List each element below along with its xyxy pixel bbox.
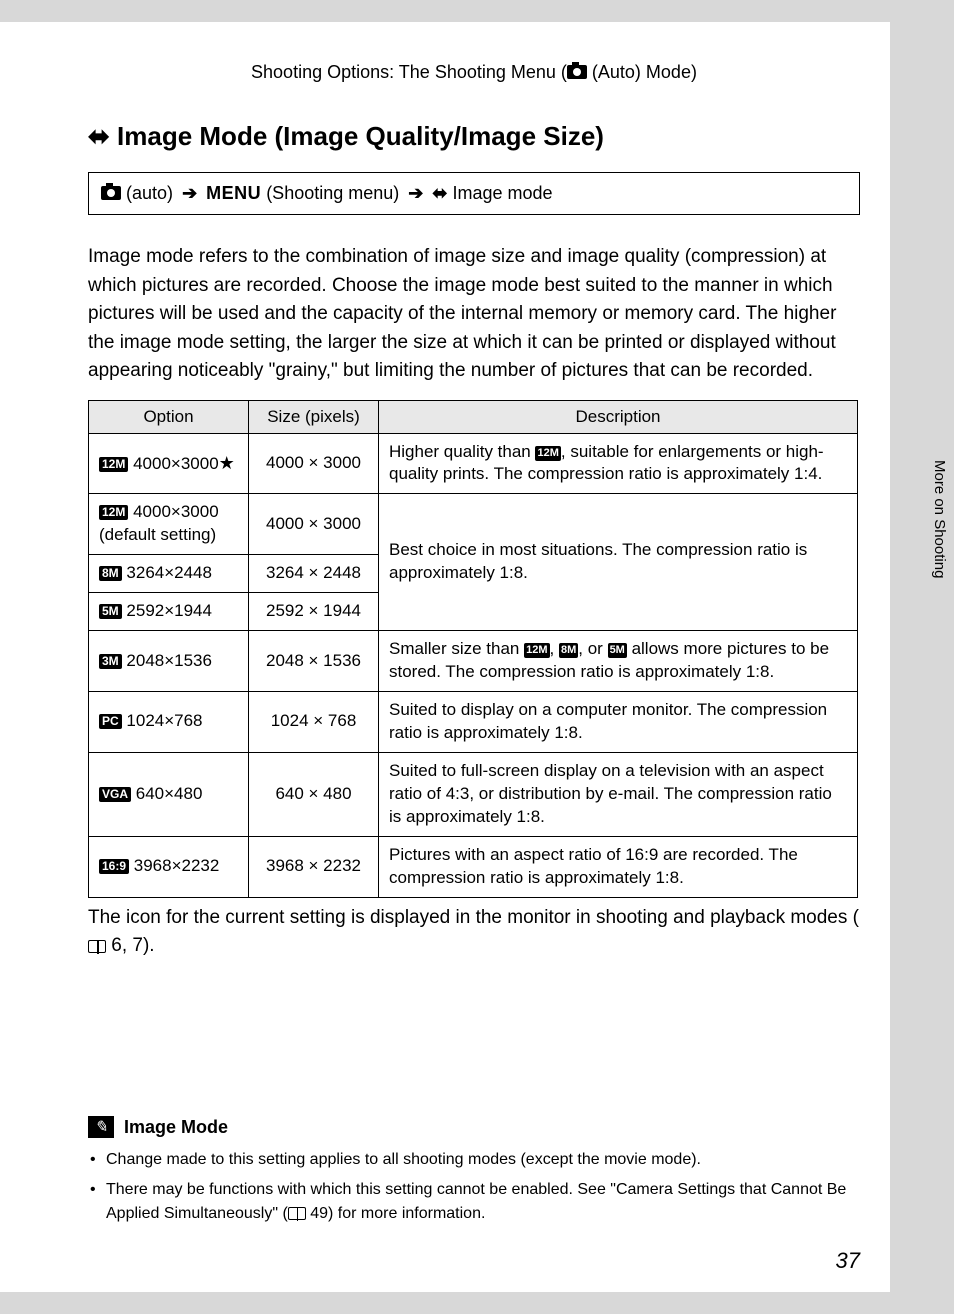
option-text: 3968×2232 xyxy=(134,856,220,875)
size-cell: 640 × 480 xyxy=(249,752,379,836)
desc-cell: Best choice in most situations. The comp… xyxy=(379,494,858,631)
desc-cell: Pictures with an aspect ratio of 16:9 ar… xyxy=(379,836,858,897)
table-row: 12M 4000×3000★ 4000 × 3000 Higher qualit… xyxy=(89,433,858,494)
option-text: 640×480 xyxy=(136,784,203,803)
mode-badge: 5M xyxy=(99,604,122,619)
default-label: (default setting) xyxy=(99,525,216,544)
option-text: 4000×3000 xyxy=(133,502,219,521)
table-row: 16:9 3968×2232 3968 × 2232 Pictures with… xyxy=(89,836,858,897)
mode-badge: 8M xyxy=(559,643,578,658)
mode-badge: 12M xyxy=(524,643,549,658)
image-mode-label: Image mode xyxy=(453,183,553,203)
mode-badge: PC xyxy=(99,714,122,729)
shooting-menu-label: (Shooting menu) xyxy=(266,183,399,203)
after-table-paragraph: The icon for the current setting is disp… xyxy=(88,904,860,961)
option-text: 2048×1536 xyxy=(126,651,212,670)
running-header: Shooting Options: The Shooting Menu ( (A… xyxy=(88,62,890,83)
intro-paragraph: Image mode refers to the combination of … xyxy=(88,243,860,386)
desc-cell: Suited to full-screen display on a telev… xyxy=(379,752,858,836)
manual-page: Shooting Options: The Shooting Menu ( (A… xyxy=(0,22,890,1292)
section-title: ⬌ Image Mode (Image Quality/Image Size) xyxy=(88,121,890,152)
size-cell: 1024 × 768 xyxy=(249,692,379,753)
mode-badge: 5M xyxy=(608,643,627,658)
star-icon: ★ xyxy=(219,453,235,473)
note-icon: ✎ xyxy=(88,1116,114,1138)
mode-badge: 8M xyxy=(99,566,122,581)
col-description: Description xyxy=(379,400,858,433)
desc-cell: Smaller size than 12M, 8M, or 5M allows … xyxy=(379,631,858,692)
side-section-label: More on Shooting xyxy=(931,460,948,578)
size-cell: 2048 × 1536 xyxy=(249,631,379,692)
image-mode-table: Option Size (pixels) Description 12M 400… xyxy=(88,400,858,898)
menu-path-box: (auto) ➔ MENU (Shooting menu) ➔ ⬌ Image … xyxy=(88,172,860,215)
mode-badge: 3M xyxy=(99,654,122,669)
desc-cell: Higher quality than 12M, suitable for en… xyxy=(379,433,858,494)
note-item: Change made to this setting applies to a… xyxy=(88,1148,860,1172)
page-ref-icon xyxy=(288,1207,306,1220)
col-option: Option xyxy=(89,400,249,433)
size-cell: 3264 × 2448 xyxy=(249,555,379,593)
option-text: 1024×768 xyxy=(126,711,202,730)
mode-badge: 12M xyxy=(535,446,560,461)
header-text-after: (Auto) Mode) xyxy=(587,62,697,82)
image-mode-icon: ⬌ xyxy=(432,183,447,204)
mode-badge: 12M xyxy=(99,505,128,520)
note-list: Change made to this setting applies to a… xyxy=(88,1148,860,1226)
title-text: Image Mode (Image Quality/Image Size) xyxy=(117,121,604,151)
table-row: 3M 2048×1536 2048 × 1536 Smaller size th… xyxy=(89,631,858,692)
camera-icon xyxy=(101,186,121,200)
size-cell: 3968 × 2232 xyxy=(249,836,379,897)
col-size: Size (pixels) xyxy=(249,400,379,433)
arrow-icon: ➔ xyxy=(408,183,423,203)
camera-icon xyxy=(567,65,587,79)
menu-button-label: MENU xyxy=(206,183,261,203)
mode-badge: 12M xyxy=(99,457,128,472)
note-item: There may be functions with which this s… xyxy=(88,1178,860,1226)
mode-badge: VGA xyxy=(99,787,131,802)
size-cell: 2592 × 1944 xyxy=(249,593,379,631)
option-text: 3264×2448 xyxy=(126,563,212,582)
page-number: 37 xyxy=(836,1248,860,1274)
option-text: 4000×3000 xyxy=(133,454,219,473)
size-cell: 4000 × 3000 xyxy=(249,494,379,555)
auto-label: (auto) xyxy=(126,183,173,203)
arrow-icon: ➔ xyxy=(182,183,197,203)
size-cell: 4000 × 3000 xyxy=(249,433,379,494)
note-section: ✎ Image Mode Change made to this setting… xyxy=(88,1116,860,1232)
page-ref-icon xyxy=(88,940,106,953)
header-text-before: Shooting Options: The Shooting Menu ( xyxy=(251,62,567,82)
desc-cell: Suited to display on a computer monitor.… xyxy=(379,692,858,753)
table-row: VGA 640×480 640 × 480 Suited to full-scr… xyxy=(89,752,858,836)
table-header-row: Option Size (pixels) Description xyxy=(89,400,858,433)
image-mode-icon: ⬌ xyxy=(88,121,110,152)
table-row: 12M 4000×3000 (default setting) 4000 × 30… xyxy=(89,494,858,555)
note-title: Image Mode xyxy=(124,1117,228,1138)
table-row: PC 1024×768 1024 × 768 Suited to display… xyxy=(89,692,858,753)
option-text: 2592×1944 xyxy=(126,601,212,620)
mode-badge: 16:9 xyxy=(99,859,129,874)
